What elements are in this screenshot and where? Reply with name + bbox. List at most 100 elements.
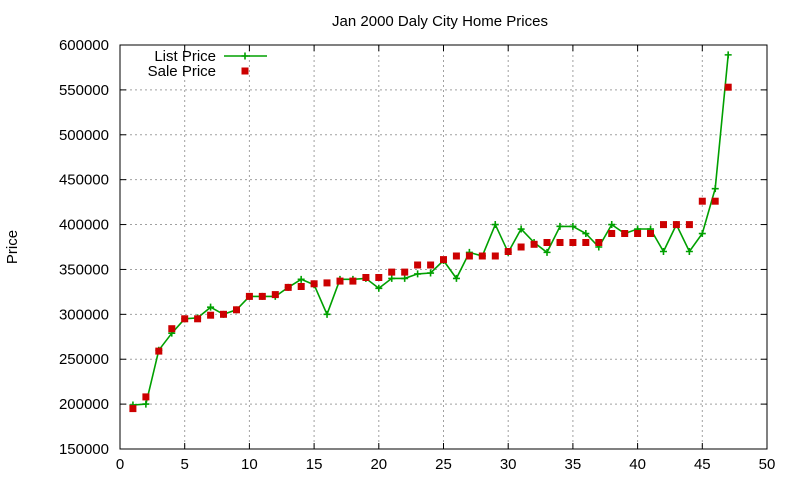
sale-price-point [634,230,642,237]
sale-price-point [323,279,331,287]
sale-price-point [375,274,383,281]
list-price-point [323,310,331,318]
sale-price-point [621,230,629,237]
series [129,51,732,413]
sale-price-point [297,283,305,290]
legend-marker-sale-price [241,67,249,75]
sale-price-point [207,311,215,319]
y-tick-label: 450000 [59,172,109,189]
list-price-point [556,222,564,230]
list-price-point [375,284,383,292]
sale-price-point [414,261,422,269]
sale-price-point [362,274,370,281]
sale-price-point [711,197,719,205]
sale-price-point [310,280,318,288]
sale-price-point [517,243,525,251]
list-price-point [582,230,590,238]
sale-price-point [233,306,240,314]
sale-price-point [530,240,538,248]
legend-label-list-price: List Price [154,48,216,65]
list-price-point [659,247,667,255]
x-tick-label: 30 [500,456,517,473]
sale-price-point [465,252,473,260]
y-tick-label: 400000 [59,217,109,234]
y-tick-label: 600000 [59,37,109,54]
list-price-point [401,274,409,282]
sale-price-point [672,221,680,229]
x-tick-label: 35 [565,456,582,473]
x-tick-label: 40 [629,456,646,473]
list-price-point [142,400,150,408]
list-price-point [517,225,525,233]
sale-price-point [245,292,253,300]
list-price-point [569,222,577,230]
list-price-point [711,185,719,193]
sale-price-point [452,252,460,260]
sale-price-point [401,268,409,276]
sale-price-point [582,239,590,246]
sale-price-point [556,239,564,246]
grid [120,45,767,449]
sale-price-point [168,325,176,333]
x-tick-label: 20 [370,456,387,473]
x-tick-label: 10 [241,456,258,473]
sale-price-point [569,239,577,246]
sale-price-point [698,197,706,205]
chart-title: Jan 2000 Daly City Home Prices [332,13,548,30]
sale-price-point [336,277,344,285]
sale-price-point [724,83,732,91]
axis-ticks: 0 5 10 15 20 25 30 35 40 45 50 150000 200000 250000 30… [59,37,775,473]
sale-price-point [543,239,551,246]
y-tick-label: 150000 [59,441,109,458]
sale-price-point [155,347,163,355]
y-tick-label: 550000 [59,82,109,99]
y-tick-label: 250000 [59,351,109,368]
sale-price-point [427,261,435,269]
list-price-point [608,221,616,229]
list-price-point [427,269,435,277]
y-tick-label: 500000 [59,127,109,144]
sale-price-point [388,268,396,276]
sale-price-point [129,405,137,413]
list-price-point [452,274,460,282]
sale-price-point [271,291,279,299]
series-line-list-price [132,54,729,406]
list-price-point [207,303,215,311]
sale-price-point [685,221,693,229]
list-price-point [491,221,499,229]
sale-price-point [220,310,227,318]
sale-price-point [181,315,189,323]
y-tick-label: 200000 [59,396,109,413]
x-tick-label: 0 [116,456,124,473]
list-price-point [698,230,706,238]
list-price-point [297,275,305,283]
list-price-point [414,270,422,278]
x-tick-label: 45 [694,456,711,473]
sale-price-point [595,239,603,246]
x-tick-label: 25 [435,456,452,473]
y-tick-label: 350000 [59,261,109,278]
legend-label-sale-price: Sale Price [148,63,216,80]
legend-marker-list-price [241,52,249,60]
sale-price-point [142,393,150,401]
x-tick-label: 5 [181,456,189,473]
y-axis-label: Price [4,230,21,264]
legend: List Price Sale Price [148,48,267,80]
sale-price-point [504,248,512,255]
sale-price-point [608,230,616,237]
sale-price-point [478,252,486,260]
list-price-point [685,247,693,255]
x-tick-label: 50 [759,456,776,473]
sale-price-point [647,230,654,237]
list-price-point [724,51,732,59]
list-price-point [388,274,396,282]
sale-price-point [660,221,667,229]
list-price-point [543,248,551,256]
sale-price-point [194,315,202,323]
y-tick-label: 300000 [59,306,109,323]
x-tick-label: 15 [306,456,323,473]
sale-price-point [491,252,499,260]
sale-price-point [440,256,447,264]
sale-price-point [284,283,292,291]
